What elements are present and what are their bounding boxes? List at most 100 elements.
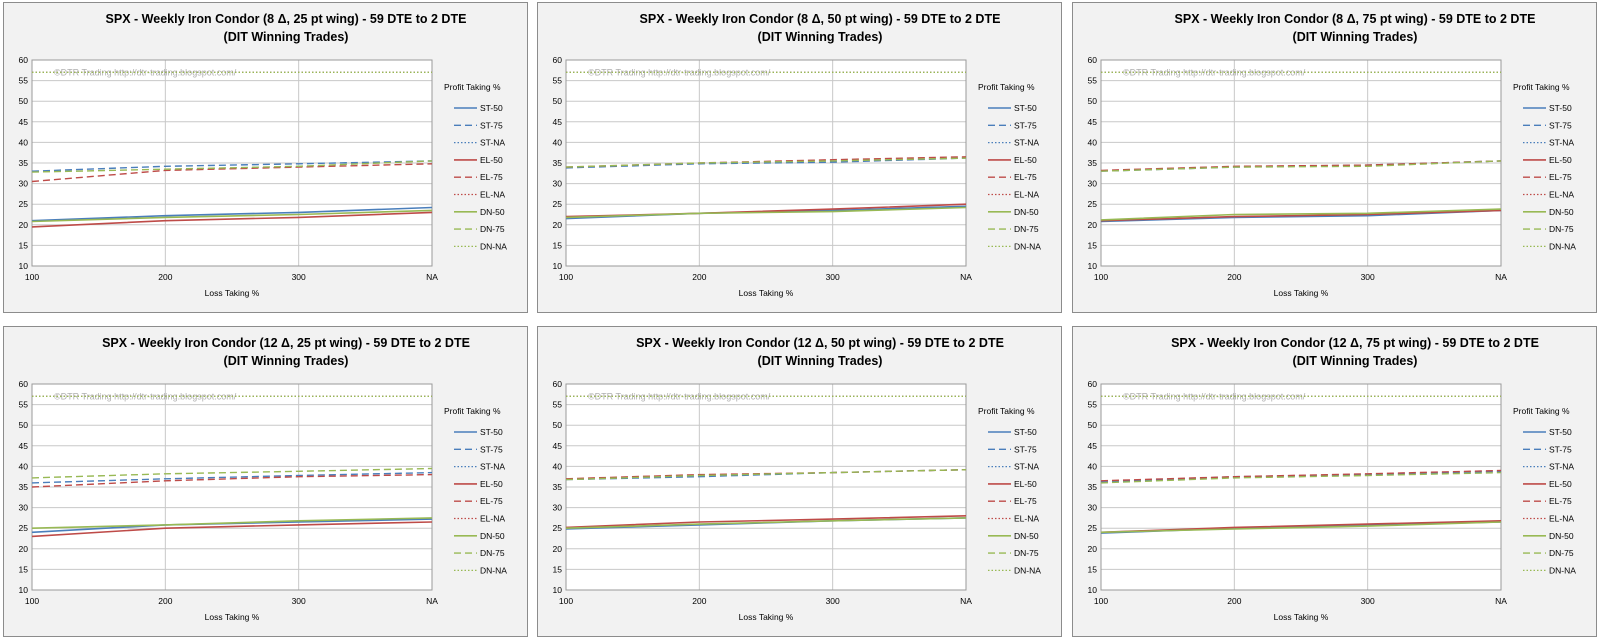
x-tick-label: 300 [826,272,840,282]
x-axis-label: Loss Taking % [739,288,794,298]
y-tick-label: 10 [19,585,29,595]
y-tick-label: 25 [1088,199,1098,209]
chart-panel: SPX - Weekly Iron Condor (12 Δ, 50 pt wi… [537,326,1062,637]
legend-item-label: EL-50 [1014,479,1037,489]
y-tick-label: 25 [19,523,29,533]
chart-subtitle: (DIT Winning Trades) [1293,354,1418,368]
x-tick-label: 200 [158,596,172,606]
chart-panel: SPX - Weekly Iron Condor (8 Δ, 25 pt win… [3,2,528,313]
x-tick-label: 300 [292,272,306,282]
chart-panel: SPX - Weekly Iron Condor (8 Δ, 50 pt win… [537,2,1062,313]
legend: Profit Taking % ST-50 ST-75 ST-NA EL-50 EL-75… [1513,82,1576,251]
legend-item-label: EL-NA [1014,514,1039,524]
legend-item-label: ST-50 [480,427,503,437]
y-tick-label: 15 [553,564,563,574]
y-tick-label: 25 [553,523,563,533]
legend-title: Profit Taking % [978,406,1035,416]
series-line-dn-50 [565,517,967,529]
legend-item-label: EL-50 [1549,155,1572,165]
legend-item-label: ST-50 [480,103,503,113]
plot-border [31,59,433,267]
chart-panel: SPX - Weekly Iron Condor (12 Δ, 75 pt wi… [1072,326,1597,637]
legend-item-label: EL-75 [1549,496,1572,506]
x-tick-label: 200 [1227,272,1241,282]
legend-item-label: ST-75 [1549,444,1572,454]
legend-item-label: DN-50 [1549,207,1574,217]
y-tick-label: 55 [1088,400,1098,410]
y-tick-label: 15 [553,240,563,250]
y-tick-label: 40 [1088,461,1098,471]
legend-item-label: DN-NA [1549,565,1576,575]
chart-svg: SPX - Weekly Iron Condor (8 Δ, 75 pt win… [1088,12,1577,298]
x-tick-label: 200 [692,596,706,606]
legend-item-label: DN-75 [1549,548,1574,558]
x-axis-label: Loss Taking % [1274,288,1329,298]
legend-title: Profit Taking % [1513,406,1570,416]
y-tick-label: 35 [19,482,29,492]
y-tick-label: 15 [19,240,29,250]
y-tick-label: 15 [1088,564,1098,574]
series-line-dn-75 [1100,160,1502,172]
series-line-el-75 [1100,469,1502,482]
legend-item-label: DN-50 [1014,207,1039,217]
x-axis-label: Loss Taking % [205,288,260,298]
chart-svg: SPX - Weekly Iron Condor (12 Δ, 75 pt wi… [1088,336,1577,622]
legend-item-label: EL-75 [1014,172,1037,182]
chart-title: SPX - Weekly Iron Condor (8 Δ, 50 pt win… [640,12,1001,26]
y-tick-label: 50 [1088,96,1098,106]
chart-title: SPX - Weekly Iron Condor (12 Δ, 25 pt wi… [102,336,470,350]
y-tick-label: 45 [19,441,29,451]
y-tick-label: 15 [19,564,29,574]
x-tick-label: 100 [25,596,39,606]
legend-item-label: DN-NA [1549,241,1576,251]
legend-item-label: DN-50 [1549,531,1574,541]
legend-item-label: EL-50 [1014,155,1037,165]
legend-title: Profit Taking % [1513,82,1570,92]
y-tick-label: 45 [1088,117,1098,127]
x-tick-label: NA [1495,272,1507,282]
legend-item-label: DN-75 [480,548,505,558]
y-tick-label: 30 [553,503,563,513]
y-tick-label: 30 [19,503,29,513]
series-line-dn-50 [1100,521,1502,534]
y-tick-label: 45 [19,117,29,127]
y-tick-label: 50 [19,96,29,106]
series-line-dn-75 [31,467,433,479]
y-tick-label: 60 [1088,55,1098,65]
legend-item-label: DN-NA [480,241,507,251]
legend-item-label: EL-NA [1549,190,1574,200]
legend-item-label: DN-75 [1549,224,1574,234]
y-tick-label: 10 [1088,261,1098,271]
y-tick-label: 20 [1088,544,1098,554]
y-tick-label: 55 [19,76,29,86]
legend-item-label: EL-NA [1549,514,1574,524]
y-tick-label: 45 [553,441,563,451]
y-tick-label: 60 [553,379,563,389]
y-tick-label: 25 [19,199,29,209]
chart-subtitle: (DIT Winning Trades) [758,30,883,44]
series-line-dn-75 [31,160,433,173]
legend-item-label: EL-75 [480,172,503,182]
y-tick-label: 60 [1088,379,1098,389]
y-tick-label: 10 [553,585,563,595]
legend-item-label: ST-NA [480,462,505,472]
y-tick-label: 55 [553,400,563,410]
series-line-dn-75 [1100,471,1502,484]
x-tick-label: NA [960,596,972,606]
y-tick-label: 50 [19,420,29,430]
x-tick-label: NA [426,272,438,282]
y-tick-label: 20 [553,544,563,554]
x-tick-label: 100 [1094,596,1108,606]
legend-item-label: ST-50 [1014,103,1037,113]
legend-item-label: DN-NA [480,565,507,575]
plot-border [1100,383,1502,591]
x-tick-label: NA [426,596,438,606]
legend-item-label: EL-50 [1549,479,1572,489]
plot-border [1100,59,1502,267]
y-tick-label: 35 [553,158,563,168]
y-tick-label: 50 [1088,420,1098,430]
legend-title: Profit Taking % [444,82,501,92]
y-tick-label: 20 [19,544,29,554]
y-tick-label: 10 [553,261,563,271]
